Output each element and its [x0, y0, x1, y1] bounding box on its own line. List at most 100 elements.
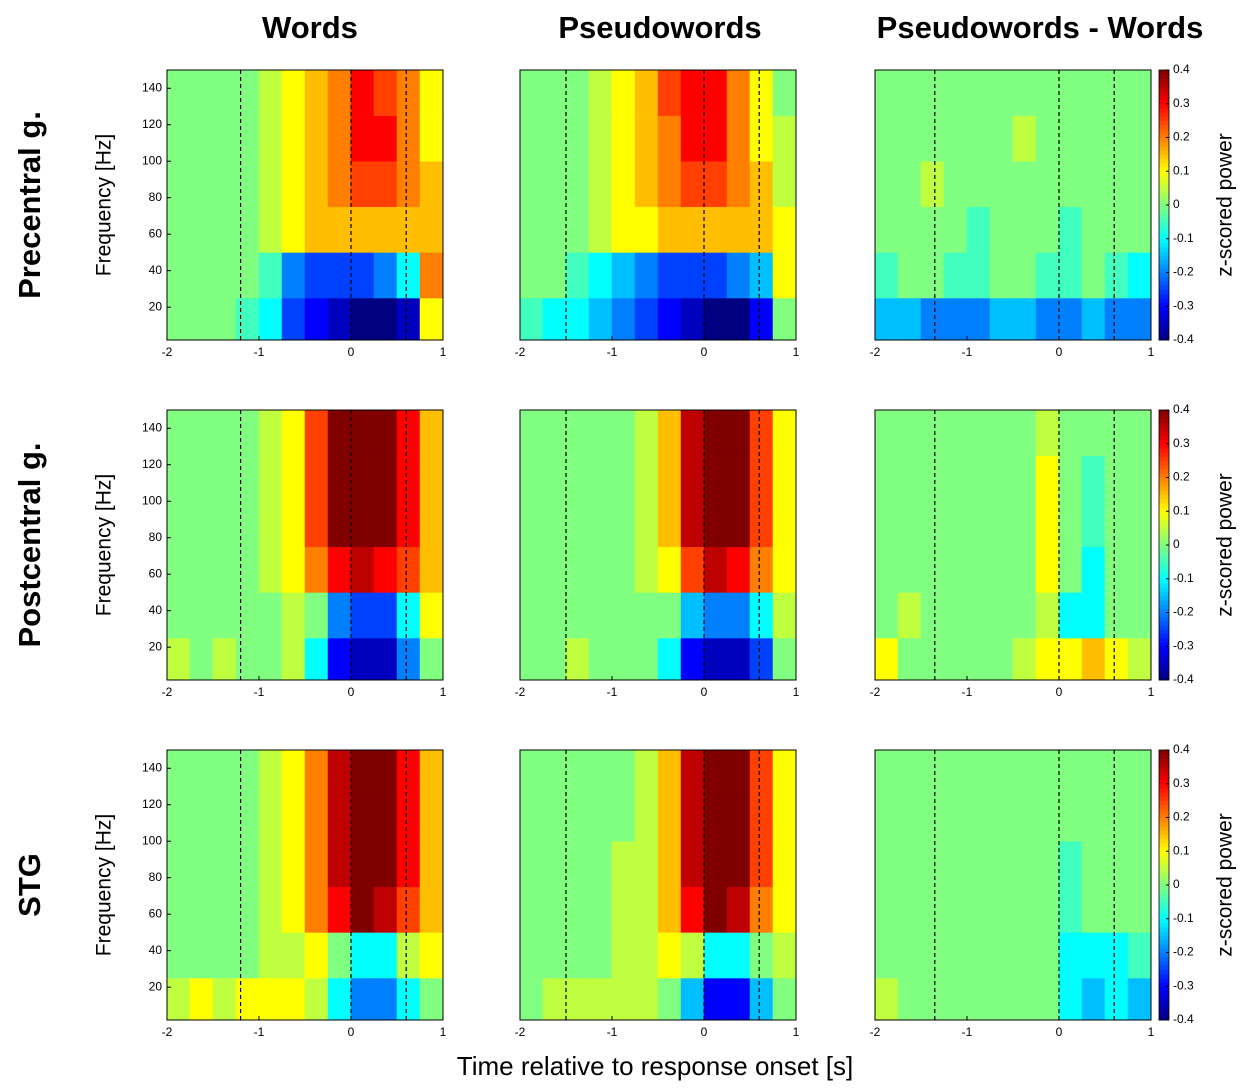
colorbar-tick-label: 0.4: [1173, 62, 1190, 76]
colorbar-segment: [1159, 604, 1169, 609]
x-tick-label: 1: [440, 1025, 447, 1039]
heatmap-cell: [772, 455, 797, 502]
heatmap-cell: [1058, 297, 1083, 341]
x-tick-label: -2: [515, 685, 526, 699]
heatmap-cell: [726, 546, 751, 593]
heatmap-cell: [989, 977, 1014, 1021]
heatmap-cell: [897, 795, 922, 842]
heatmap-cell: [1012, 500, 1037, 548]
colorbar-tick-label: -0.3: [1173, 298, 1194, 312]
heatmap-cell: [726, 409, 751, 456]
heatmap-cell: [966, 749, 991, 796]
heatmap-cell: [943, 455, 968, 502]
heatmap-cell: [281, 592, 306, 639]
heatmap-cell: [212, 160, 237, 208]
heatmap-cell: [657, 749, 682, 796]
heatmap-cell: [588, 840, 613, 888]
heatmap-cell: [943, 795, 968, 842]
heatmap-cell: [519, 749, 544, 796]
heatmap-cell: [304, 546, 329, 593]
colorbar-segment: [1159, 120, 1169, 126]
heatmap-cell: [966, 115, 991, 162]
heatmap-cell: [726, 932, 751, 979]
y-axis-label: Frequency [Hz]: [93, 474, 116, 616]
colorbar-segment: [1159, 582, 1169, 588]
heatmap-cell: [611, 455, 636, 502]
heatmap-cell: [943, 252, 968, 299]
heatmap-cell: [657, 69, 682, 116]
heatmap-cell: [565, 749, 590, 796]
heatmap-cell: [874, 932, 899, 979]
colorbar-segment: [1159, 960, 1169, 966]
heatmap-cell: [519, 252, 544, 299]
colorbar-segment: [1159, 620, 1169, 626]
heatmap-cell: [966, 297, 991, 341]
heatmap-cell: [189, 252, 214, 299]
colorbar-segment: [1159, 171, 1169, 176]
colorbar-tick-label: 0.1: [1173, 503, 1190, 517]
heatmap-cell: [519, 455, 544, 502]
heatmap-cell: [749, 409, 774, 456]
heatmap-cell: [680, 977, 705, 1021]
heatmap-cell: [634, 455, 659, 502]
colorbar-segment: [1159, 948, 1169, 953]
heatmap-cell: [920, 69, 945, 116]
heatmap-cell: [1012, 546, 1037, 593]
x-tick-label: -1: [607, 1025, 618, 1039]
heatmap-cell: [874, 592, 899, 639]
colorbar-segment: [1159, 213, 1169, 219]
heatmap-cell: [634, 932, 659, 979]
colorbar-segment: [1159, 460, 1169, 466]
heatmap-cell: [943, 546, 968, 593]
heatmap-cell: [726, 206, 751, 253]
heatmap-cell: [212, 795, 237, 842]
heatmap-cell: [1127, 840, 1152, 888]
colorbar-tick-label: 0: [1173, 877, 1180, 891]
colorbar-segment: [1159, 663, 1169, 668]
heatmap-cell: [327, 637, 352, 681]
heatmap-cell: [1127, 297, 1152, 341]
heatmap-cell: [542, 160, 567, 208]
heatmap-cell: [396, 69, 421, 116]
heatmap-cell: [350, 115, 375, 162]
heatmap-cell: [920, 455, 945, 502]
y-tick-label: 100: [142, 493, 162, 507]
heatmap-cell: [350, 749, 375, 796]
heatmap-cell: [304, 749, 329, 796]
colorbar-tick-label: -0.2: [1173, 945, 1194, 959]
heatmap-cell: [565, 546, 590, 593]
heatmap-cell: [611, 886, 636, 933]
heatmap-cell: [1058, 160, 1083, 208]
heatmap-cell: [350, 69, 375, 116]
heatmap-cell: [680, 409, 705, 456]
heatmap-cell: [897, 160, 922, 208]
colorbar-segment: [1159, 667, 1169, 673]
colorbar-segment: [1159, 179, 1169, 185]
heatmap-cell: [542, 252, 567, 299]
heatmap-cell: [920, 840, 945, 888]
colorbar-segment: [1159, 167, 1169, 172]
heatmap-cell: [281, 932, 306, 979]
colorbar-segment: [1159, 469, 1169, 474]
colorbar-segment: [1159, 426, 1169, 432]
heatmap-cell: [943, 749, 968, 796]
colorbar-segment: [1159, 103, 1169, 109]
heatmap-cell: [542, 886, 567, 933]
heatmap-cell: [350, 977, 375, 1021]
heatmap-cell: [897, 69, 922, 116]
heatmap-cell: [258, 115, 283, 162]
colorbar-segment: [1159, 863, 1169, 869]
heatmap-cell: [419, 932, 444, 979]
heatmap-cell: [920, 409, 945, 456]
heatmap-cell: [634, 160, 659, 208]
heatmap-cell: [519, 69, 544, 116]
heatmap-cell: [749, 206, 774, 253]
heatmap-cell: [189, 592, 214, 639]
heatmap-cell: [419, 69, 444, 116]
heatmap-cell: [703, 252, 728, 299]
heatmap-cell: [258, 252, 283, 299]
heatmap-cell: [350, 932, 375, 979]
heatmap-cell: [703, 160, 728, 208]
x-tick-label: -1: [607, 685, 618, 699]
heatmap-cell: [373, 795, 398, 842]
